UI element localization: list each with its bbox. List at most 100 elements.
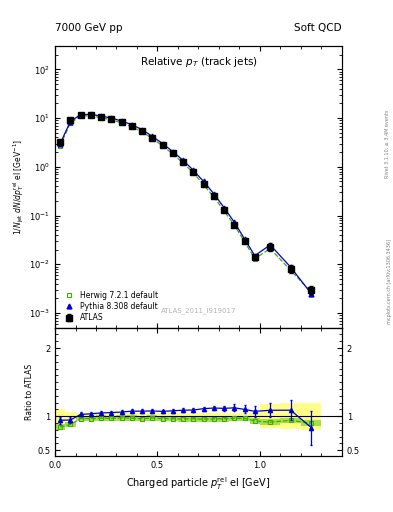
Bar [178, 416, 188, 422]
Bar [96, 415, 106, 421]
Herwig 7.2.1 default [309, 289, 314, 295]
Bar [127, 415, 137, 421]
Pythia 8.308 default [130, 122, 134, 128]
Bar [168, 416, 178, 421]
Pythia 8.308 default [160, 140, 165, 146]
Bar [209, 416, 219, 422]
Herwig 7.2.1 default [211, 194, 216, 200]
Pythia 8.308 default [68, 118, 73, 124]
Text: Relative $p_T$ (track jets): Relative $p_T$ (track jets) [140, 55, 257, 69]
Bar [301, 420, 321, 425]
Pythia 8.308 default [309, 290, 314, 296]
Bar [147, 413, 158, 419]
Bar [55, 424, 65, 430]
Herwig 7.2.1 default [88, 113, 93, 119]
Herwig 7.2.1 default [252, 255, 257, 262]
Bar [260, 404, 281, 428]
Bar [65, 422, 75, 427]
Herwig 7.2.1 default [78, 113, 83, 119]
Bar [229, 416, 239, 421]
Herwig 7.2.1 default [130, 124, 134, 130]
Pythia 8.308 default [119, 118, 124, 124]
Herwig 7.2.1 default [160, 143, 165, 149]
Bar [127, 413, 137, 419]
Bar [106, 413, 116, 419]
Pythia 8.308 default [201, 178, 206, 184]
Bar [198, 413, 209, 419]
Pythia 8.308 default [78, 112, 83, 118]
Pythia 8.308 default [181, 157, 185, 163]
Pythia 8.308 default [232, 219, 237, 225]
Bar [260, 419, 281, 425]
Bar [188, 416, 198, 421]
Y-axis label: $1/N_\mathrm{jet}\ dN/dp_T^\mathrm{rel}\ \mathrm{el}\ [\mathrm{GeV}^{-1}]$: $1/N_\mathrm{jet}\ dN/dp_T^\mathrm{rel}\… [12, 139, 26, 235]
Pythia 8.308 default [242, 236, 247, 242]
Pythia 8.308 default [288, 264, 293, 270]
Pythia 8.308 default [191, 167, 196, 174]
Bar [116, 413, 127, 419]
Herwig 7.2.1 default [109, 117, 114, 123]
Bar [239, 413, 250, 420]
Herwig 7.2.1 default [288, 267, 293, 273]
Pythia 8.308 default [268, 242, 273, 248]
Pythia 8.308 default [140, 126, 145, 133]
Text: ATLAS_2011_I919017: ATLAS_2011_I919017 [161, 307, 236, 313]
Herwig 7.2.1 default [99, 115, 103, 121]
Bar [219, 413, 229, 420]
Herwig 7.2.1 default [68, 120, 73, 126]
Bar [178, 413, 188, 419]
Pythia 8.308 default [99, 113, 103, 119]
Herwig 7.2.1 default [140, 129, 145, 135]
Bar [96, 413, 106, 419]
Herwig 7.2.1 default [119, 120, 124, 126]
Line: Herwig 7.2.1 default: Herwig 7.2.1 default [58, 114, 314, 294]
Pythia 8.308 default [109, 115, 114, 121]
Bar [281, 403, 301, 429]
Pythia 8.308 default [222, 205, 226, 211]
Bar [106, 416, 116, 421]
Bar [188, 413, 198, 419]
Text: Rivet 3.1.10; ≥ 3.4M events: Rivet 3.1.10; ≥ 3.4M events [385, 109, 390, 178]
X-axis label: Charged particle $p_T^\mathrm{rel}$ el [GeV]: Charged particle $p_T^\mathrm{rel}$ el [… [127, 475, 270, 492]
Bar [219, 416, 229, 421]
Herwig 7.2.1 default [191, 170, 196, 176]
Bar [250, 418, 260, 424]
Bar [75, 416, 86, 421]
Legend: Herwig 7.2.1 default, Pythia 8.308 default, ATLAS: Herwig 7.2.1 default, Pythia 8.308 defau… [59, 289, 160, 324]
Herwig 7.2.1 default [150, 136, 155, 142]
Bar [116, 415, 127, 420]
Pythia 8.308 default [252, 252, 257, 259]
Herwig 7.2.1 default [222, 208, 226, 214]
Text: 7000 GeV pp: 7000 GeV pp [55, 23, 123, 33]
Bar [198, 416, 209, 422]
Herwig 7.2.1 default [232, 222, 237, 228]
Bar [65, 412, 75, 420]
Pythia 8.308 default [58, 140, 62, 146]
Bar [209, 413, 219, 419]
Pythia 8.308 default [171, 148, 175, 155]
Bar [55, 409, 65, 423]
Line: Pythia 8.308 default: Pythia 8.308 default [58, 112, 314, 296]
Bar [86, 416, 96, 421]
Bar [158, 413, 168, 419]
Bar [75, 413, 86, 419]
Bar [301, 402, 321, 430]
Pythia 8.308 default [211, 190, 216, 197]
Bar [239, 416, 250, 421]
Pythia 8.308 default [88, 111, 93, 117]
Herwig 7.2.1 default [58, 143, 62, 149]
Bar [158, 416, 168, 421]
Bar [281, 418, 301, 423]
Herwig 7.2.1 default [242, 239, 247, 245]
Pythia 8.308 default [150, 133, 155, 139]
Bar [86, 413, 96, 419]
Herwig 7.2.1 default [201, 182, 206, 188]
Herwig 7.2.1 default [268, 245, 273, 251]
Herwig 7.2.1 default [181, 160, 185, 166]
Text: Soft QCD: Soft QCD [294, 23, 342, 33]
Bar [137, 416, 147, 421]
Bar [229, 413, 239, 419]
Bar [168, 413, 178, 419]
Text: mcplots.cern.ch [arXiv:1306.3436]: mcplots.cern.ch [arXiv:1306.3436] [387, 239, 392, 324]
Bar [137, 413, 147, 419]
